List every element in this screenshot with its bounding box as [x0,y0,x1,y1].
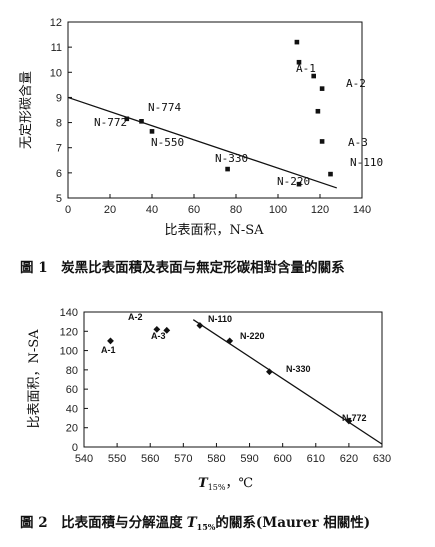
chart2-data-point [196,322,204,329]
chart1-x-tick-label: 100 [269,204,287,216]
chart1-data-point [311,73,316,79]
chart1-plot-frame [67,21,363,199]
chart1-points [124,39,333,187]
chart2-label-n220: N-220 [240,331,265,341]
chart2-data-point [107,337,114,345]
chart2-label-a2: A-2 [128,312,143,322]
chart2-y-tick-label: 100 [60,346,78,358]
chart1-x-tick-label: 40 [146,204,158,216]
chart2-plot-frame [83,311,383,448]
chart1-x-ticks: 0 20 40 60 80 100 120 140 [65,194,371,216]
chart2-x-tick-label: 550 [108,453,126,465]
chart2-caption-sub: 15% [197,522,216,532]
chart2-y-axis-label-text: 比表面积，N-SA [27,329,42,429]
chart2-x-tick-label: 560 [141,453,159,465]
chart1-data-point [315,108,321,114]
chart2-y-ticks: 0 20 40 60 80 100 120 140 [60,307,88,454]
chart-1: 5 6 7 8 9 10 11 12 0 20 40 60 80 100 120 140 N-772 N-7… [18,17,383,276]
chart2-label-a3: A-3 [151,331,166,341]
chart2-caption-var: T [187,515,198,531]
chart1-label-a1: A-1 [296,62,316,75]
chart1-label-n220: N-220 [277,175,310,188]
chart2-y-tick-label: 120 [60,326,78,338]
chart2-x-unit: ，℃ [225,476,253,491]
chart2-label-n110: N-110 [208,314,232,324]
chart1-x-tick-label: 120 [311,204,329,216]
chart2-x-tick-label: 570 [174,453,192,465]
chart2-label-n772: N-772 [342,413,367,423]
chart2-x-tick-label: 610 [307,453,325,465]
chart1-data-point [296,59,302,65]
chart1-label-n550: N-550 [151,136,184,149]
chart2-label-n330: N-330 [286,364,311,374]
chart1-label-n110: N-110 [350,156,383,169]
chart2-data-point [266,368,273,376]
chart1-caption: 圖 1 炭黑比表面積及表面与無定形碳相對含量的關系 [20,259,345,276]
chart2-caption-head: 圖 2 比表面積与分解溫度 [20,514,183,531]
chart2-trend-line [192,319,383,445]
chart1-data-point [319,86,325,91]
chart1-x-tick-label: 140 [353,204,371,216]
chart1-y-ticks: 5 6 7 8 9 10 11 12 [50,17,72,205]
chart2-y-axis-label: 比表面积，N-SA [27,329,42,429]
chart2-x-tick-label: 600 [273,453,291,465]
chart1-data-point [225,166,230,172]
chart1-label-n330: N-330 [215,152,248,165]
chart2-data-point [226,337,234,345]
chart2-label-a1: A-1 [101,345,116,355]
chart1-x-tick-label: 20 [104,204,116,216]
chart1-y-tick-label: 8 [56,118,62,130]
chart1-label-n772: N-772 [94,116,127,129]
chart-2: 0 20 40 60 80 100 120 140 540 550 560 570 580 590 600… [20,307,391,532]
chart2-data-point [163,326,171,334]
chart1-data-point [296,181,302,187]
chart1-y-tick-label: 12 [50,17,62,29]
chart2-data-point [345,417,353,425]
chart1-y-tick-label: 11 [51,42,62,54]
chart1-x-tick-label: 80 [230,204,242,216]
chart2-y-tick-label: 140 [60,307,78,319]
chart2-y-tick-label: 0 [72,442,78,454]
chart2-y-tick-label: 60 [66,384,78,396]
chart2-x-ticks: 540 550 560 570 580 590 600 610 620 630 [75,443,391,465]
chart1-label-a3: A-3 [348,136,368,149]
chart2-x-tick-label: 590 [240,453,258,465]
chart2-x-tick-label: 580 [207,453,225,465]
chart1-label-n774: N-774 [148,101,181,114]
chart2-x-var: T [198,476,209,491]
chart2-x-tick-label: 620 [340,453,358,465]
chart1-x-axis-label: 比表面积，N-SA [164,223,264,238]
chart2-x-sub: 15% [208,483,226,492]
chart1-y-tick-label: 10 [50,67,62,79]
chart2-caption: 圖 2 比表面積与分解溫度 T15%的關系(Maurer 相關性) [20,514,370,532]
chart2-points [107,322,353,425]
chart1-x-tick-label: 60 [188,204,200,216]
chart2-y-tick-label: 40 [66,403,78,415]
chart2-data-point [153,325,161,333]
chart1-data-point [294,39,300,45]
chart1-x-tick-label: 0 [65,204,71,216]
chart2-caption-tail: 的關系(Maurer 相關性) [215,514,370,531]
chart1-label-a2: A-2 [346,77,366,90]
chart1-y-tick-label: 5 [56,193,62,205]
chart2-y-tick-label: 80 [66,365,78,377]
chart1-y-tick-label: 7 [56,143,62,155]
chart1-y-tick-label: 9 [56,92,62,104]
chart1-data-point [149,129,155,134]
chart1-data-point [328,171,333,177]
chart2-x-tick-label: 630 [373,453,391,465]
chart1-data-point [124,116,130,122]
chart1-y-axis-label: 无定形碳含量 [18,71,34,149]
chart2-y-tick-label: 20 [66,423,78,435]
chart1-data-point [319,139,325,144]
chart1-y-tick-label: 6 [56,168,62,180]
chart2-x-axis-label: T15%，℃ [198,476,253,492]
chart2-x-tick-label: 540 [75,453,93,465]
chart1-trend-line [67,96,338,189]
chart1-data-point [139,119,144,124]
